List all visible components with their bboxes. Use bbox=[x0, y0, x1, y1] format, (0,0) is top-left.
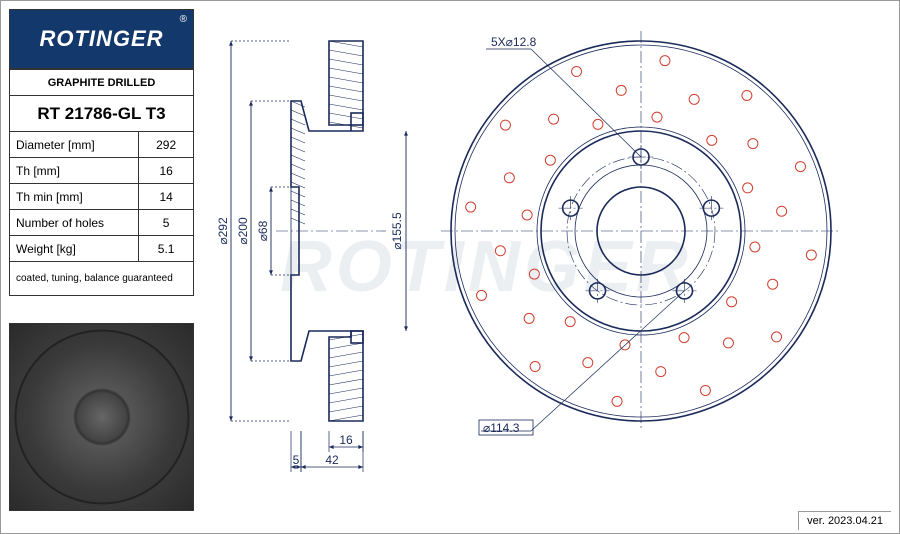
table-row: Th min [mm]14 bbox=[10, 184, 194, 210]
spec-label: Th [mm] bbox=[10, 158, 139, 184]
svg-text:42: 42 bbox=[325, 453, 339, 467]
spec-value: 292 bbox=[139, 132, 194, 158]
spec-value: 5 bbox=[139, 210, 194, 236]
spec-value: 16 bbox=[139, 158, 194, 184]
spec-table: GRAPHITE DRILLED RT 21786-GL T3 Diameter… bbox=[9, 69, 194, 296]
registered-mark: ® bbox=[180, 14, 187, 25]
spec-footer: coated, tuning, balance guaranteed bbox=[10, 262, 194, 296]
svg-text:5: 5 bbox=[293, 453, 300, 467]
disc-photo bbox=[14, 330, 189, 505]
table-row: Th [mm]16 bbox=[10, 158, 194, 184]
spec-header: GRAPHITE DRILLED bbox=[10, 70, 194, 96]
table-row: Diameter [mm]292 bbox=[10, 132, 194, 158]
svg-text:5X⌀12.8: 5X⌀12.8 bbox=[491, 35, 537, 49]
spec-value: 5.1 bbox=[139, 236, 194, 262]
table-row: Number of holes5 bbox=[10, 210, 194, 236]
svg-text:⌀155.5: ⌀155.5 bbox=[390, 212, 404, 250]
drawing-svg: ⌀292 ⌀200 ⌀68 5 4216 5X⌀12.8 ⌀114.3 ⌀155.5 bbox=[201, 1, 900, 511]
table-row: Weight [kg]5.1 bbox=[10, 236, 194, 262]
version-label: ver. 2023.04.21 bbox=[798, 511, 891, 530]
spec-label: Number of holes bbox=[10, 210, 139, 236]
svg-text:16: 16 bbox=[339, 433, 353, 447]
product-photo bbox=[9, 323, 194, 511]
spec-label: Diameter [mm] bbox=[10, 132, 139, 158]
spec-label: Weight [kg] bbox=[10, 236, 139, 262]
svg-text:⌀292: ⌀292 bbox=[216, 217, 230, 245]
brand-logo: ROTINGER ® bbox=[9, 9, 194, 69]
part-number: RT 21786-GL T3 bbox=[10, 96, 194, 132]
spec-label: Th min [mm] bbox=[10, 184, 139, 210]
svg-text:⌀114.3: ⌀114.3 bbox=[483, 421, 520, 435]
technical-drawing: ⌀292 ⌀200 ⌀68 5 4216 5X⌀12.8 ⌀114.3 ⌀155.5 bbox=[201, 1, 900, 511]
svg-text:⌀68: ⌀68 bbox=[256, 220, 270, 241]
spec-value: 14 bbox=[139, 184, 194, 210]
logo-text: ROTINGER bbox=[39, 26, 163, 52]
svg-text:⌀200: ⌀200 bbox=[236, 217, 250, 245]
